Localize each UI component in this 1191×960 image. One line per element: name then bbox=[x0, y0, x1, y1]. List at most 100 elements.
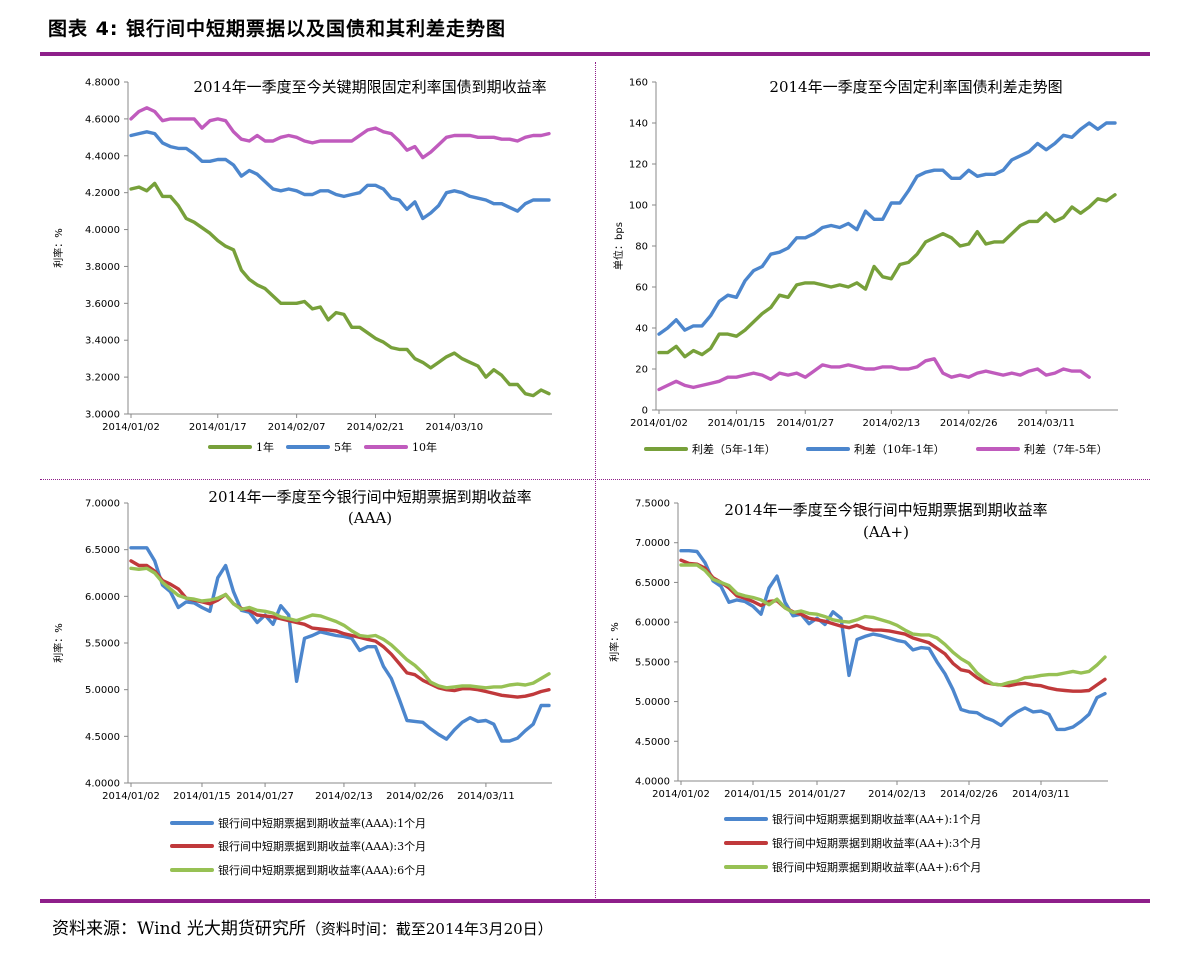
x-tick-label: 2014/02/21 bbox=[347, 422, 405, 433]
series-line bbox=[679, 548, 1107, 732]
y-tick-label: 5.0000 bbox=[85, 685, 120, 696]
y-tick-label: 60 bbox=[635, 283, 648, 294]
y-tick-label: 4.0000 bbox=[635, 777, 670, 788]
series-line bbox=[129, 566, 551, 690]
y-tick-label: 140 bbox=[629, 119, 648, 130]
x-tick-label: 2014/01/17 bbox=[189, 422, 247, 433]
x-tick-label: 2014/02/26 bbox=[386, 791, 444, 802]
source-line: 资料来源：Wind 光大期货研究所（资料时间：截至2014年3月20日） bbox=[52, 914, 553, 939]
y-tick-label: 6.5000 bbox=[635, 578, 670, 589]
y-tick-label: 3.2000 bbox=[85, 373, 120, 384]
y-tick-label: 3.6000 bbox=[85, 299, 120, 310]
y-tick-label: 40 bbox=[635, 324, 648, 335]
x-tick-label: 2014/03/11 bbox=[1017, 418, 1075, 429]
y-tick-label: 7.0000 bbox=[635, 538, 670, 549]
chart-title: (AA+) bbox=[863, 523, 909, 541]
x-tick-label: 2014/03/11 bbox=[457, 791, 515, 802]
legend-label: 银行间中短期票据到期收益率(AAA):3个月 bbox=[218, 839, 426, 853]
x-tick-label: 2014/02/13 bbox=[868, 789, 926, 800]
y-tick-label: 20 bbox=[635, 365, 648, 376]
y-tick-label: 100 bbox=[629, 201, 648, 212]
legend-label: 银行间中短期票据到期收益率(AA+):3个月 bbox=[772, 836, 981, 850]
y-axis-label: 利率：% bbox=[52, 623, 65, 663]
y-tick-label: 3.8000 bbox=[85, 262, 120, 273]
legend-label: 利差（5年-1年） bbox=[692, 442, 776, 456]
y-tick-label: 3.0000 bbox=[85, 410, 120, 421]
series-line bbox=[129, 106, 551, 160]
series-line bbox=[657, 357, 1091, 392]
y-tick-label: 4.5000 bbox=[85, 732, 120, 743]
series-line bbox=[129, 130, 551, 221]
y-tick-label: 120 bbox=[629, 160, 648, 171]
x-tick-label: 2014/02/26 bbox=[940, 418, 998, 429]
legend-label: 利差（10年-1年） bbox=[854, 442, 945, 456]
top-rule bbox=[40, 52, 1150, 56]
x-tick-label: 2014/02/13 bbox=[315, 791, 373, 802]
x-tick-label: 2014/03/11 bbox=[1012, 789, 1070, 800]
legend-label: 银行间中短期票据到期收益率(AA+):6个月 bbox=[772, 860, 981, 874]
y-tick-label: 5.5000 bbox=[635, 657, 670, 668]
horizontal-divider bbox=[40, 479, 1150, 480]
legend-label: 利差（7年-5年） bbox=[1024, 442, 1108, 456]
y-tick-label: 6.0000 bbox=[635, 618, 670, 629]
chart-title: 2014年一季度至今关键期限固定利率国债到期收益率 bbox=[193, 78, 546, 96]
y-axis-label: 单位：bps bbox=[612, 222, 625, 270]
y-tick-label: 4.5000 bbox=[635, 737, 670, 748]
y-tick-label: 6.0000 bbox=[85, 592, 120, 603]
x-tick-label: 2014/02/07 bbox=[268, 422, 326, 433]
series-line bbox=[657, 193, 1117, 359]
legend-label: 5年 bbox=[334, 440, 352, 454]
legend-label: 银行间中短期票据到期收益率(AA+):1个月 bbox=[772, 812, 981, 826]
bottom-rule bbox=[40, 899, 1150, 903]
series-line bbox=[129, 546, 551, 743]
y-tick-label: 4.0000 bbox=[85, 225, 120, 236]
x-tick-label: 2014/01/15 bbox=[724, 789, 782, 800]
source-note: （资料时间：截至2014年3月20日） bbox=[305, 920, 553, 938]
chart-title: 2014年一季度至今固定利率国债利差走势图 bbox=[769, 78, 1062, 96]
x-tick-label: 2014/01/02 bbox=[102, 422, 160, 433]
chart-title: 2014年一季度至今银行间中短期票据到期收益率 bbox=[724, 501, 1047, 519]
x-tick-label: 2014/03/10 bbox=[426, 422, 484, 433]
y-tick-label: 6.5000 bbox=[85, 545, 120, 556]
y-tick-label: 4.2000 bbox=[85, 188, 120, 199]
chart-title: 2014年一季度至今银行间中短期票据到期收益率 bbox=[208, 488, 531, 506]
x-tick-label: 2014/01/27 bbox=[236, 791, 294, 802]
figure-title: 图表 4: 银行间中短期票据以及国债和其利差走势图 bbox=[48, 18, 507, 40]
y-tick-label: 4.0000 bbox=[85, 779, 120, 790]
chart-title: (AAA) bbox=[348, 509, 392, 527]
vertical-divider bbox=[595, 62, 596, 900]
y-tick-label: 160 bbox=[629, 78, 648, 89]
x-tick-label: 2014/02/26 bbox=[940, 789, 998, 800]
x-tick-label: 2014/01/15 bbox=[173, 791, 231, 802]
legend-label: 1年 bbox=[256, 440, 274, 454]
x-tick-label: 2014/01/02 bbox=[652, 789, 710, 800]
y-tick-label: 5.0000 bbox=[635, 697, 670, 708]
y-tick-label: 4.8000 bbox=[85, 78, 120, 89]
series-line bbox=[129, 559, 551, 699]
y-tick-label: 5.5000 bbox=[85, 639, 120, 650]
y-tick-label: 4.4000 bbox=[85, 151, 120, 162]
series-line bbox=[657, 121, 1117, 336]
series-line bbox=[129, 181, 551, 398]
y-tick-label: 7.5000 bbox=[635, 499, 670, 510]
source-label: 资料来源：Wind 光大期货研究所 bbox=[52, 919, 306, 939]
legend-label: 银行间中短期票据到期收益率(AAA):6个月 bbox=[218, 863, 426, 877]
series-line bbox=[679, 558, 1107, 693]
x-tick-label: 2014/01/02 bbox=[630, 418, 688, 429]
series-line bbox=[679, 563, 1107, 687]
x-tick-label: 2014/01/27 bbox=[776, 418, 834, 429]
y-tick-label: 3.4000 bbox=[85, 336, 120, 347]
x-tick-label: 2014/02/13 bbox=[862, 418, 920, 429]
y-axis-label: 利率：% bbox=[608, 622, 621, 662]
y-tick-label: 4.6000 bbox=[85, 114, 120, 125]
y-tick-label: 7.0000 bbox=[85, 499, 120, 510]
chart-mtn-aaplus-yields: 2014年一季度至今银行间中短期票据到期收益率 (AA+) 利率：% 4.0000 4.… bbox=[608, 499, 1108, 874]
legend-label: 银行间中短期票据到期收益率(AAA):1个月 bbox=[218, 816, 426, 830]
y-axis-label: 利率：% bbox=[52, 228, 65, 268]
x-tick-label: 2014/01/27 bbox=[788, 789, 846, 800]
y-tick-label: 80 bbox=[635, 242, 648, 253]
y-tick-label: 0 bbox=[642, 406, 648, 417]
chart-mtn-aaa-yields: 2014年一季度至今银行间中短期票据到期收益率 (AAA) 利率：% 4.0000 4.… bbox=[52, 488, 552, 877]
